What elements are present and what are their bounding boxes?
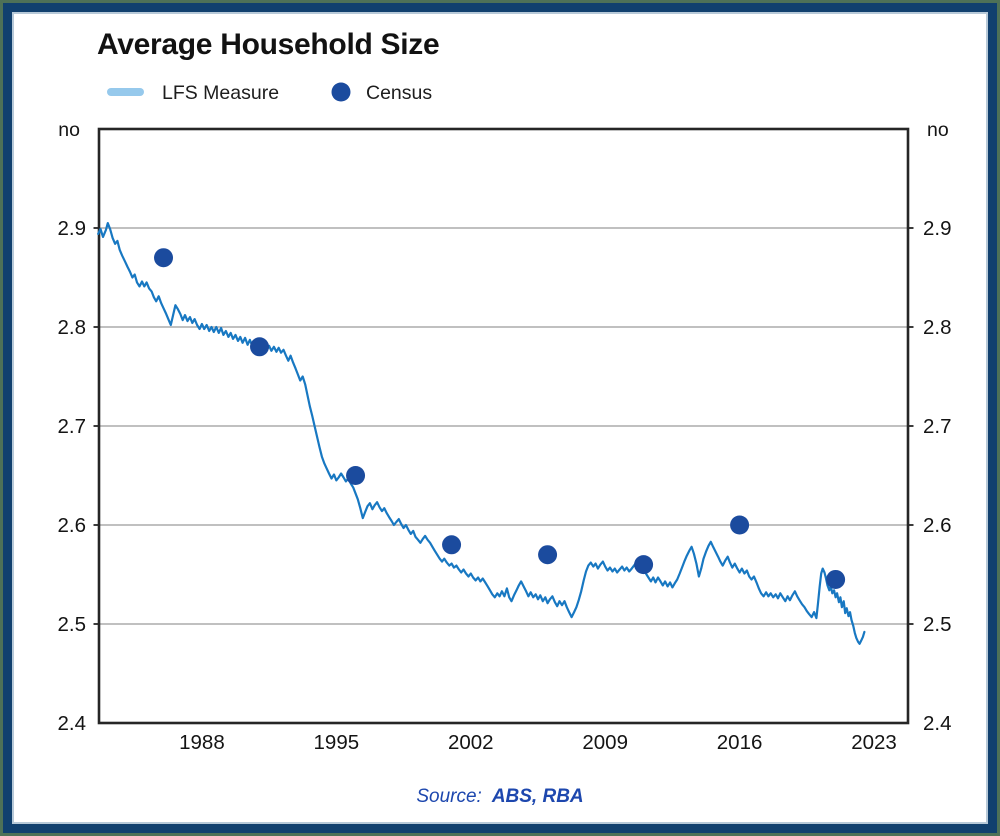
census-data-dot (730, 515, 750, 535)
census-dot-swatch-icon (331, 82, 351, 102)
x-tick-label: 2016 (717, 731, 763, 754)
x-tick-label: 1995 (314, 731, 360, 754)
y-tick-label-left: 2.9 (58, 217, 87, 240)
lfs-line-swatch-icon (107, 88, 144, 96)
y-tick-label-left: 2.7 (58, 415, 87, 438)
y-tick-label-left: 2.4 (58, 712, 87, 735)
census-data-dot (538, 545, 558, 565)
y-tick-label-right: 2.5 (923, 613, 952, 636)
census-data-dot (442, 535, 462, 555)
legend-lfs-label: LFS Measure (162, 82, 279, 104)
census-data-dot (634, 555, 654, 575)
y-tick-label-right: 2.7 (923, 415, 952, 438)
y-tick-label-right: 2.4 (923, 712, 952, 735)
census-data-dot (346, 466, 366, 485)
y-tick-label-right: 2.9 (923, 217, 952, 240)
legend-census-label: Census (366, 82, 432, 104)
source-note: Source: ABS, RBA (416, 786, 583, 807)
plot-border (97, 127, 910, 725)
y-tick-label-left: 2.6 (58, 514, 87, 537)
y-tick-label-right: 2.6 (923, 514, 952, 537)
chart-title: Average Household Size (97, 28, 439, 61)
y-axis-unit-right: no (927, 119, 949, 141)
chart-card: Average Household Size LFS Measure Censu… (12, 12, 988, 824)
plot-area: 2.9 2.9 2.8 2.8 2.7 2.7 2.6 2.6 2.5 2.5 2.4 2.4 1988… (58, 127, 952, 754)
x-tick-label: 2009 (582, 731, 628, 754)
lfs-measure-line (97, 222, 866, 645)
chart-canvas: Average Household Size LFS Measure Censu… (58, 28, 952, 807)
y-tick-label-left: 2.5 (58, 613, 87, 636)
census-data-dot (250, 337, 270, 357)
legend: LFS Measure Census (107, 82, 432, 104)
census-data-dot (826, 569, 846, 589)
x-tick-label: 2023 (851, 731, 897, 754)
x-tick-label: 1988 (179, 731, 225, 754)
chart-frame-border: Average Household Size LFS Measure Censu… (3, 3, 997, 833)
y-tick-label-right: 2.8 (923, 316, 952, 339)
census-data-dot (154, 248, 174, 268)
y-axis-unit-left: no (58, 119, 80, 141)
y-tick-label-left: 2.8 (58, 316, 87, 339)
x-tick-label: 2002 (448, 731, 494, 754)
